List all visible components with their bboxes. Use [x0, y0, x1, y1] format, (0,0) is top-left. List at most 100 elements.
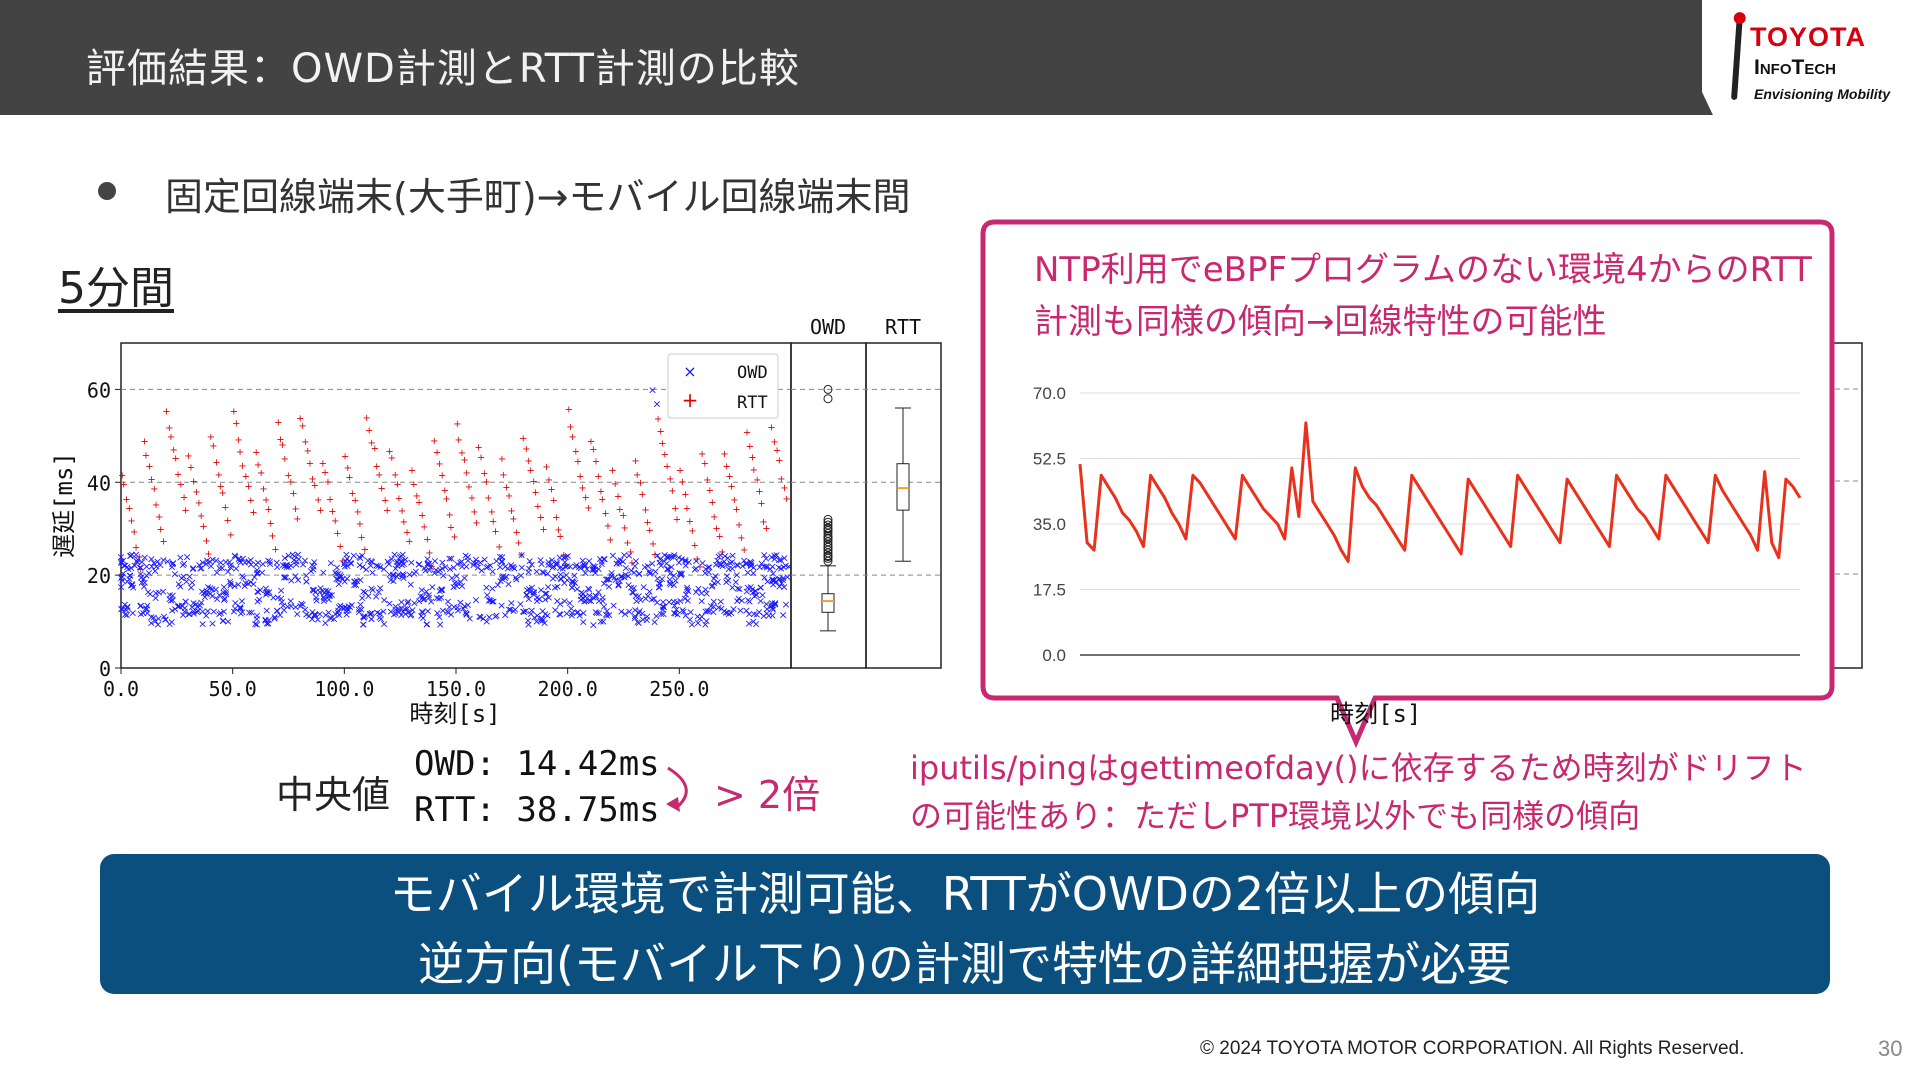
owd-point: ×: [292, 555, 301, 568]
owd-point: ×: [727, 556, 736, 569]
owd-point: ×: [703, 605, 712, 618]
owd-point: ×: [401, 607, 410, 620]
owd-point: ×: [482, 581, 491, 594]
owd-point: ×: [399, 571, 408, 584]
rtt-point: +: [289, 488, 297, 499]
owd-point: ×: [567, 609, 576, 622]
owd-point: ×: [744, 617, 753, 630]
owd-point: ×: [548, 572, 557, 585]
rtt-point: +: [221, 502, 229, 513]
owd-point: ×: [632, 595, 641, 608]
owd-point: ×: [573, 582, 582, 595]
owd-point: ×: [552, 556, 561, 569]
rtt-point: +: [582, 493, 590, 504]
owd-point: ×: [397, 549, 406, 562]
owd-point: ×: [188, 576, 197, 589]
owd-point: ×: [560, 595, 569, 608]
owd-point: ×: [476, 610, 485, 623]
rtt-point: +: [375, 470, 383, 481]
logo-brand: TOYOTA: [1750, 22, 1867, 52]
drift-note-line2: の可能性あり：ただしPTP環境以外でも同様の傾向: [910, 797, 1641, 835]
owd-point: ×: [612, 557, 621, 570]
owd-point: ×: [351, 579, 360, 592]
owd-point: ×: [357, 603, 366, 616]
owd-point: ×: [565, 596, 574, 609]
owd-point: ×: [713, 576, 722, 589]
owd-point: ×: [393, 560, 402, 573]
owd-point: ×: [579, 607, 588, 620]
owd-point: ×: [608, 549, 617, 562]
owd-point: ×: [252, 609, 261, 622]
owd-point: ×: [398, 570, 407, 583]
owd-point: ×: [326, 557, 335, 570]
owd-point: ×: [326, 612, 335, 625]
owd-point: ×: [702, 614, 711, 627]
owd-point: ×: [597, 557, 606, 570]
owd-point: ×: [736, 604, 745, 617]
owd-point: ×: [723, 606, 732, 619]
rtt-point: +: [181, 505, 189, 516]
owd-point: ×: [728, 562, 737, 575]
owd-point: ×: [444, 606, 453, 619]
rtt-point: +: [458, 448, 466, 459]
rtt-point: +: [135, 552, 143, 563]
owd-point: ×: [673, 596, 682, 609]
owd-point: ×: [534, 593, 543, 606]
owd-point: ×: [576, 562, 585, 575]
owd-point: ×: [483, 560, 492, 573]
owd-point: ×: [264, 554, 273, 567]
rtt-point: +: [441, 485, 449, 496]
rtt-point: +: [132, 542, 140, 553]
owd-point: ×: [136, 599, 145, 612]
owd-point: ×: [418, 605, 427, 618]
owd-point: ×: [318, 585, 327, 598]
rtt-point: +: [361, 545, 369, 556]
rtt-point: +: [120, 479, 128, 490]
owd-point: ×: [772, 548, 781, 561]
owd-point: ×: [693, 616, 702, 629]
owd-point: ×: [326, 611, 335, 624]
owd-point: ×: [592, 607, 601, 620]
owd-point: ×: [570, 569, 579, 582]
owd-point: ×: [748, 586, 757, 599]
owd-point: ×: [143, 599, 152, 612]
owd-point: ×: [556, 608, 565, 621]
rtt-point: +: [159, 537, 167, 548]
owd-point: ×: [561, 560, 570, 573]
owd-point: ×: [143, 607, 152, 620]
owd-point: ×: [498, 571, 507, 584]
owd-point: ×: [575, 609, 584, 622]
owd-point: ×: [433, 607, 442, 620]
owd-point: ×: [641, 592, 650, 605]
owd-point: ×: [762, 597, 771, 610]
owd-point: ×: [507, 561, 516, 574]
owd-point: ×: [347, 557, 356, 570]
owd-point: ×: [253, 595, 262, 608]
owd-point: ×: [337, 601, 346, 614]
owd-point: ×: [385, 597, 394, 610]
owd-point: ×: [428, 581, 437, 594]
box-outlier: [823, 523, 833, 533]
owd-point: ×: [350, 575, 359, 588]
rtt-point: +: [755, 487, 763, 498]
owd-point: ×: [544, 555, 553, 568]
rtt-point: +: [556, 532, 564, 543]
rtt-point: +: [730, 495, 738, 506]
owd-point: ×: [343, 572, 352, 585]
owd-point: ×: [627, 564, 636, 577]
rtt-point: +: [472, 518, 480, 529]
owd-point: ×: [425, 563, 434, 576]
owd-point: ×: [389, 608, 398, 621]
owd-point: ×: [766, 562, 775, 575]
owd-point: ×: [419, 593, 428, 606]
rtt-point: +: [512, 527, 520, 538]
owd-point: ×: [599, 552, 608, 565]
owd-point: ×: [752, 608, 761, 621]
owd-point: ×: [406, 609, 415, 622]
owd-point: ×: [680, 592, 689, 605]
rtt-point: +: [140, 436, 148, 447]
rtt-point: +: [296, 414, 304, 425]
owd-point: ×: [282, 559, 291, 572]
owd-point: ×: [541, 587, 550, 600]
owd-point: ×: [604, 580, 613, 593]
